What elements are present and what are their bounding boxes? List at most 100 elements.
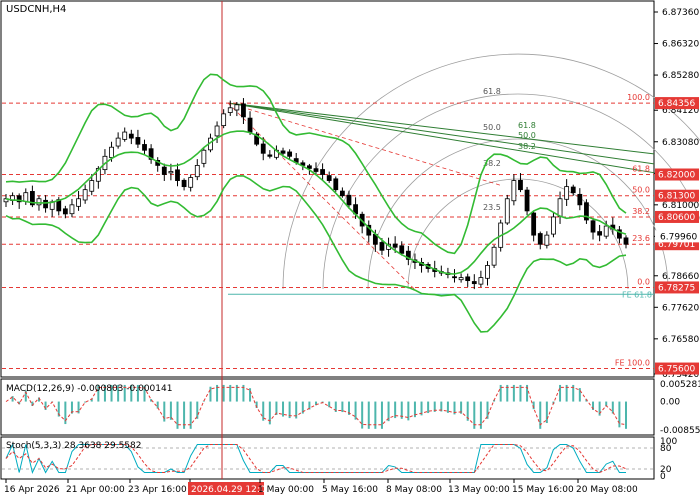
bollinger-upper xyxy=(5,73,627,255)
level-fib-label: 61.8 xyxy=(632,165,650,174)
level-fib-label: 38.2 xyxy=(632,207,650,216)
symbol-title: USDCNH,H4 xyxy=(6,4,66,15)
fe-line-label: FE 61.8 xyxy=(622,290,652,299)
fib-arc xyxy=(282,53,700,290)
level-price-label: 6.79701 xyxy=(658,240,695,250)
candle-body xyxy=(465,276,471,282)
candle-body xyxy=(254,133,260,145)
time-tick-label: 13 May 00:00 xyxy=(448,485,510,495)
current-price-tag xyxy=(655,230,699,243)
candle-body xyxy=(504,198,510,224)
level-price-tag xyxy=(655,97,699,110)
level-price-tag xyxy=(655,189,699,202)
fib-fan-label: 50.0 xyxy=(518,131,536,140)
time-tick-label: 15 May 16:00 xyxy=(512,485,574,495)
candle-body xyxy=(623,237,629,245)
candle-body xyxy=(16,195,22,203)
candle-body xyxy=(247,117,253,133)
candle-body xyxy=(161,166,167,175)
candle-body xyxy=(307,165,312,169)
macd-title: MACD(12,26,9) -0.000803 -0.000141 xyxy=(6,384,172,394)
price-tick-label: 6.84120 xyxy=(662,106,699,116)
level-fib-label: 23.6 xyxy=(632,234,650,243)
level-price-label: 6.82000 xyxy=(658,171,695,181)
time-tick-label: 16 Apr 2026 xyxy=(4,485,60,495)
candle-body xyxy=(320,169,325,175)
level-price-label: 6.75600 xyxy=(658,365,695,375)
stoch-axis-label: 0 xyxy=(660,472,666,482)
price-tick-label: 6.87360 xyxy=(662,8,699,18)
time-tick-label: 8 May 08:00 xyxy=(386,485,442,495)
candle-body xyxy=(551,216,556,235)
time-tick-label: 21 Apr 00:00 xyxy=(66,485,125,495)
candle-body xyxy=(3,198,9,203)
candle-body xyxy=(148,148,154,160)
candle-body xyxy=(405,250,411,260)
candle-body xyxy=(76,198,81,207)
candle-body xyxy=(478,277,484,285)
macd-signal-line xyxy=(5,386,627,426)
level-fib-label: 100.0 xyxy=(627,93,650,102)
candle-body xyxy=(564,186,570,200)
level-price-tag xyxy=(655,210,699,223)
level-price-tag xyxy=(655,362,699,375)
candle-body xyxy=(458,277,464,281)
macd-pane-frame xyxy=(0,378,655,436)
trend-line xyxy=(227,102,416,290)
level-price-label: 6.80600 xyxy=(658,213,695,223)
candle-body xyxy=(333,178,339,191)
price-tick-label: 6.85280 xyxy=(662,71,699,81)
price-tick-label: 6.78660 xyxy=(662,272,699,282)
stoch-pane-frame xyxy=(0,436,655,480)
level-price-label: 6.78275 xyxy=(658,283,695,293)
stoch-axis-label: 20 xyxy=(660,465,672,475)
current-price-label: 6.79960 xyxy=(660,232,697,242)
time-tick-label: 23 Apr 16:00 xyxy=(128,485,187,495)
fib-arc-label: 50.0 xyxy=(483,123,501,132)
candle-body xyxy=(584,202,589,221)
fib-fan-line xyxy=(227,102,655,174)
candle-body xyxy=(201,149,207,164)
time-axis: 16 Apr 2026 21 Apr 00:00 23 Apr 16:00 2026.… xyxy=(4,479,638,495)
time-tick-label: 1 May 00:00 xyxy=(258,485,314,495)
bollinger-middle xyxy=(5,130,627,275)
candle-body xyxy=(214,125,220,137)
fib-arc xyxy=(407,178,629,290)
stoch-axis-label: 100 xyxy=(660,437,677,447)
fib-fan-line xyxy=(227,102,655,155)
candle-body xyxy=(168,171,174,174)
candle-body xyxy=(485,265,490,279)
candle-body xyxy=(115,137,121,147)
fib-arc xyxy=(367,138,669,290)
main-pane-frame xyxy=(0,0,655,378)
candle-body xyxy=(511,180,517,202)
macd-axis-label: 0.00 xyxy=(660,398,680,408)
candle-body xyxy=(452,276,457,279)
candle-body xyxy=(287,151,293,157)
fib-arc-label: 38.2 xyxy=(483,159,501,168)
candle-body xyxy=(518,179,523,191)
bollinger-lower xyxy=(5,175,627,333)
candle-body xyxy=(175,169,180,181)
level-fib-label: 0.0 xyxy=(637,277,650,286)
candle-body xyxy=(221,113,227,126)
level-price-label: 6.84356 xyxy=(658,99,695,109)
candle-body xyxy=(590,220,596,233)
price-tick-label: 6.81000 xyxy=(662,201,699,211)
level-price-tag xyxy=(655,168,699,181)
candle-body xyxy=(227,107,233,113)
price-tick-label: 6.83080 xyxy=(662,138,699,148)
price-tick-label: 6.86320 xyxy=(662,40,699,50)
level-fib-label: FE 100.0 xyxy=(615,359,650,368)
candle-body xyxy=(95,168,101,182)
main-pane[interactable]: 61.850.038.223.561.850.038.2100.061.850.… xyxy=(2,1,700,479)
level-price-label: 6.81300 xyxy=(658,192,695,202)
candle-body xyxy=(89,180,95,192)
fib-fan-label: 38.2 xyxy=(518,142,536,151)
time-cursor-tag xyxy=(188,482,264,495)
